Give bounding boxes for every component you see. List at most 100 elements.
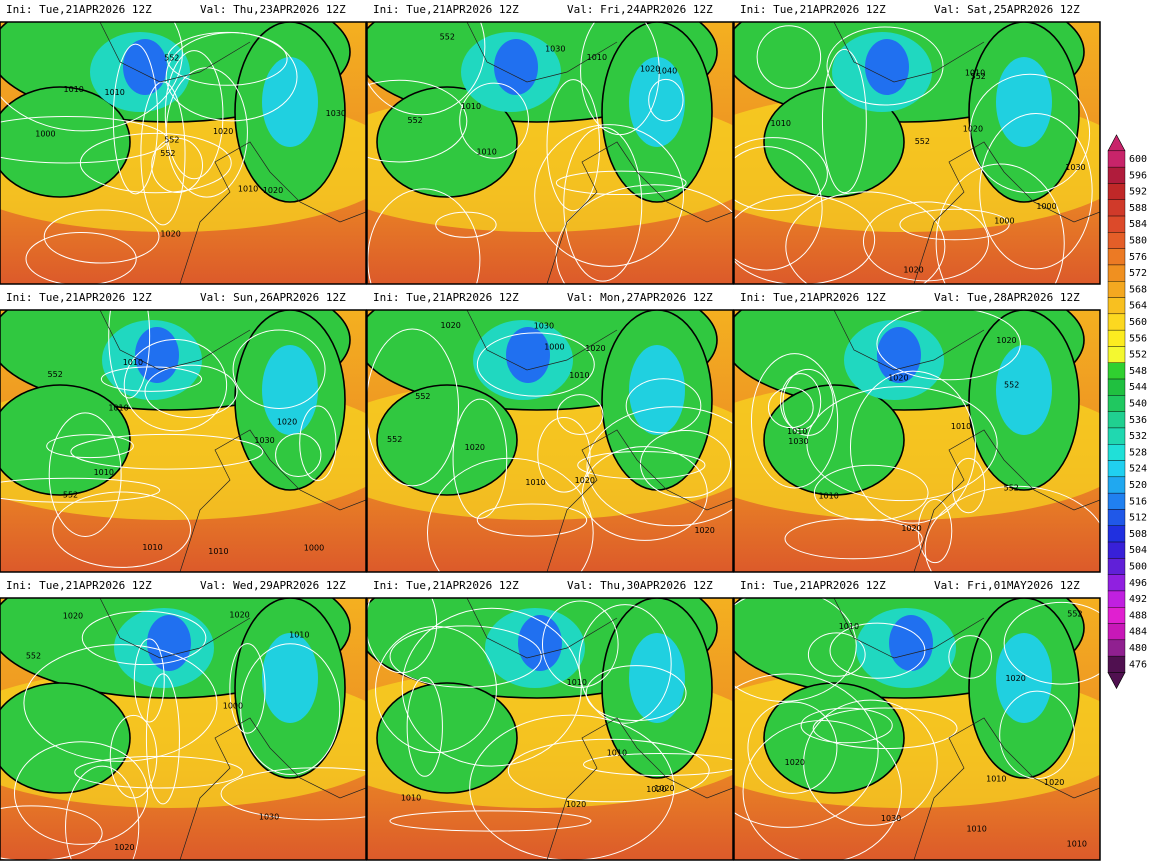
isobar bbox=[826, 26, 944, 106]
contour-label: 1010 bbox=[476, 147, 496, 156]
coastline bbox=[466, 598, 618, 659]
isobar bbox=[577, 450, 706, 480]
isobar bbox=[401, 607, 582, 767]
colorbar-label: 588 bbox=[1129, 203, 1147, 214]
isobar bbox=[43, 209, 160, 264]
colorbar-label: 492 bbox=[1129, 594, 1147, 605]
contour-label: 1020 bbox=[1005, 674, 1025, 683]
colorbar-label: 580 bbox=[1129, 236, 1147, 247]
colorbar-label: 512 bbox=[1129, 513, 1147, 524]
isobar bbox=[52, 491, 192, 568]
map-panel: 1020 1030 1010 552 1020 1010 1010 1020 1010 bbox=[734, 598, 1100, 860]
isobar bbox=[151, 137, 204, 193]
map-frame bbox=[733, 309, 1101, 573]
isobar bbox=[367, 328, 459, 487]
isobar bbox=[109, 714, 158, 799]
isobar bbox=[46, 434, 134, 459]
colorbar-label: 532 bbox=[1129, 431, 1147, 442]
isobar bbox=[849, 370, 977, 524]
isobar bbox=[452, 398, 508, 519]
contour-label: 1000 bbox=[1036, 202, 1056, 211]
contour-label: 1030 bbox=[254, 436, 274, 445]
contour-label: 1010 bbox=[607, 748, 627, 757]
contour-label: 552 bbox=[971, 72, 986, 81]
init-time: Ini: Tue,21APR2026 12Z bbox=[740, 291, 886, 304]
map-frame bbox=[0, 309, 367, 573]
contour-label: 1020 bbox=[465, 443, 485, 452]
map-panel: 552 1010 1020 1030 1020 552 1010 1010 1020 bbox=[734, 310, 1100, 572]
coastline bbox=[546, 141, 733, 284]
cold-core bbox=[262, 633, 318, 723]
isobar bbox=[100, 366, 203, 392]
colorbar-swatch bbox=[1107, 655, 1126, 673]
isobar bbox=[935, 163, 1065, 284]
isobar bbox=[979, 112, 1093, 270]
contour-label: 552 bbox=[440, 33, 455, 42]
colorbar-label: 536 bbox=[1129, 415, 1147, 426]
isobar bbox=[1003, 601, 1100, 685]
coastline bbox=[466, 22, 618, 83]
contour-label: 1020 bbox=[440, 321, 460, 330]
contour-label: 1020 bbox=[263, 186, 283, 195]
colorbar-swatch bbox=[1107, 166, 1126, 184]
isobar bbox=[734, 598, 857, 702]
colorbar-label: 528 bbox=[1129, 447, 1147, 458]
isobar bbox=[79, 132, 232, 194]
colorbar-label: 524 bbox=[1129, 464, 1147, 475]
colorbar-label: 480 bbox=[1129, 643, 1147, 654]
cold-core bbox=[494, 39, 538, 95]
contour-label: 1010 bbox=[64, 85, 84, 94]
contour-label: 552 bbox=[915, 137, 930, 146]
isobar bbox=[563, 126, 643, 282]
colorbar-label: 500 bbox=[1129, 562, 1147, 573]
colorbar-label: 496 bbox=[1129, 578, 1147, 589]
isobar bbox=[389, 810, 592, 832]
cold-core bbox=[123, 39, 167, 95]
isobar bbox=[951, 457, 986, 514]
contour-label: 1020 bbox=[160, 230, 180, 239]
cold-core bbox=[865, 39, 909, 95]
colorbar-label: 564 bbox=[1129, 301, 1147, 312]
isobar bbox=[145, 673, 180, 805]
isobar bbox=[476, 332, 595, 397]
colorbar-label: 516 bbox=[1129, 496, 1147, 507]
colorbar-label: 504 bbox=[1129, 545, 1147, 556]
contour-label: 1020 bbox=[229, 610, 249, 619]
isobar bbox=[734, 137, 828, 211]
isobar bbox=[0, 22, 183, 132]
contour-label: 1000 bbox=[304, 543, 324, 552]
isobar bbox=[534, 124, 685, 267]
isobar bbox=[899, 208, 1010, 241]
isobar bbox=[821, 48, 867, 194]
isobar bbox=[232, 329, 326, 409]
coastline bbox=[99, 310, 251, 371]
isobar bbox=[556, 394, 604, 435]
contour-label: 1020 bbox=[114, 843, 134, 852]
contour-label: 1030 bbox=[259, 813, 279, 822]
contour-label: 1020 bbox=[646, 785, 666, 794]
trough-area bbox=[763, 86, 905, 198]
colorbar-swatch bbox=[1107, 199, 1126, 217]
contour-label: 1020 bbox=[654, 784, 674, 793]
isobar bbox=[734, 146, 823, 271]
isobar bbox=[299, 405, 337, 481]
colorbar-swatch bbox=[1107, 590, 1126, 608]
isobar bbox=[546, 79, 601, 212]
contour-label: 1020 bbox=[996, 336, 1016, 345]
isobar bbox=[240, 643, 341, 775]
contour-label: 552 bbox=[1067, 610, 1082, 619]
isobar bbox=[742, 719, 902, 860]
isobar bbox=[750, 353, 839, 489]
contour-label: 1010 bbox=[461, 102, 481, 111]
colorbar-swatch bbox=[1107, 378, 1126, 396]
map-frame bbox=[733, 597, 1101, 861]
contour-label: 1010 bbox=[839, 622, 859, 631]
isobar bbox=[406, 676, 443, 777]
contour-label: 552 bbox=[1004, 381, 1019, 390]
colorbar-swatch bbox=[1107, 329, 1126, 347]
contour-label: 1010 bbox=[771, 119, 791, 128]
cold-core bbox=[889, 615, 933, 671]
contour-label: 1000 bbox=[35, 129, 55, 138]
map-frame bbox=[0, 21, 367, 285]
